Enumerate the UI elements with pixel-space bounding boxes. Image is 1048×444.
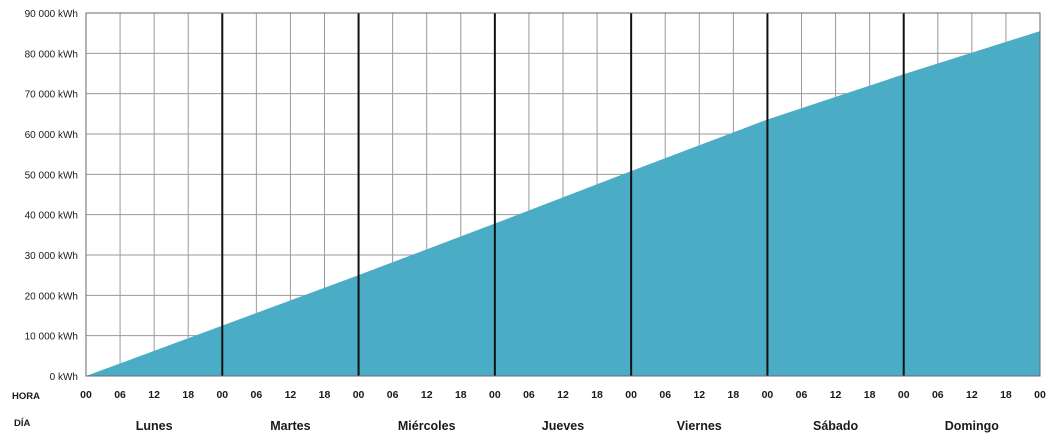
- x-hour-tick-label: 00: [353, 389, 365, 401]
- grid-day-divider-lines: [221, 13, 905, 376]
- plot-frame: [85, 12, 1041, 377]
- y-tick-label: 90 000 kWh: [25, 9, 78, 20]
- x-hour-tick-label: 00: [762, 389, 774, 401]
- y-tick-label: 60 000 kWh: [25, 130, 78, 141]
- y-tick-label: 0 kWh: [50, 372, 78, 383]
- y-tick-label: 80 000 kWh: [25, 49, 78, 60]
- x-hour-tick-label: 00: [80, 389, 92, 401]
- x-hour-tick-label: 12: [693, 389, 705, 401]
- x-hour-tick-label: 06: [523, 389, 535, 401]
- x-hour-tick-label: 12: [148, 389, 160, 401]
- x-hour-tick-label: 00: [625, 389, 637, 401]
- y-tick-label: 10 000 kWh: [25, 332, 78, 343]
- x-hour-tick-label: 18: [864, 389, 876, 401]
- y-tick-label: 40 000 kWh: [25, 211, 78, 222]
- x-hour-tick-label: 18: [1000, 389, 1012, 401]
- x-hour-tick-label: 00: [216, 389, 228, 401]
- y-tick-label: 50 000 kWh: [25, 170, 78, 181]
- x-hour-tick-label: 12: [966, 389, 978, 401]
- y-tick-label: 20 000 kWh: [25, 291, 78, 302]
- day-label: Lunes: [136, 419, 173, 433]
- x-hour-tick-label: 00: [898, 389, 910, 401]
- hora-row-label: HORA: [12, 391, 40, 402]
- x-hour-tick-label: 12: [421, 389, 433, 401]
- day-label: Jueves: [542, 419, 584, 433]
- x-hour-tick-label: 18: [319, 389, 331, 401]
- x-hour-tick-label: 00: [489, 389, 501, 401]
- x-hour-tick-label: 12: [557, 389, 569, 401]
- x-hour-tick-label: 12: [830, 389, 842, 401]
- x-hour-tick-label: 06: [796, 389, 808, 401]
- dia-row-label: DÍA: [14, 418, 31, 429]
- day-label: Sábado: [813, 419, 859, 433]
- x-axis-hour-tick-labels: 00 06 12 18 00 06 12 18 00 06 12 18 00 06 12 18 00 06 12 18…: [80, 389, 1046, 401]
- x-hour-tick-label: 18: [455, 389, 467, 401]
- day-label: Miércoles: [398, 419, 456, 433]
- y-axis-tick-labels: 0 kWh 10 000 kWh 20 000 kWh 30 000 kWh 40 00…: [25, 9, 78, 383]
- day-label: Martes: [270, 419, 310, 433]
- x-hour-tick-label: 18: [182, 389, 194, 401]
- plot-border: [85, 12, 1041, 377]
- x-hour-tick-label: 18: [591, 389, 603, 401]
- x-hour-tick-label: 06: [251, 389, 263, 401]
- y-tick-label: 30 000 kWh: [25, 251, 78, 262]
- x-hour-tick-label: 18: [728, 389, 740, 401]
- x-hour-tick-label: 00: [1034, 389, 1046, 401]
- x-axis-day-labels: Lunes Martes Miércoles Jueves Viernes Sábado D…: [136, 419, 1000, 433]
- x-hour-tick-label: 12: [285, 389, 297, 401]
- x-hour-tick-label: 06: [387, 389, 399, 401]
- x-hour-tick-label: 06: [659, 389, 671, 401]
- day-label: Domingo: [945, 419, 1000, 433]
- x-hour-tick-label: 06: [932, 389, 944, 401]
- y-tick-label: 70 000 kWh: [25, 90, 78, 101]
- x-hour-tick-label: 06: [114, 389, 126, 401]
- day-label: Viernes: [677, 419, 722, 433]
- cumulative-energy-area: [86, 31, 1040, 377]
